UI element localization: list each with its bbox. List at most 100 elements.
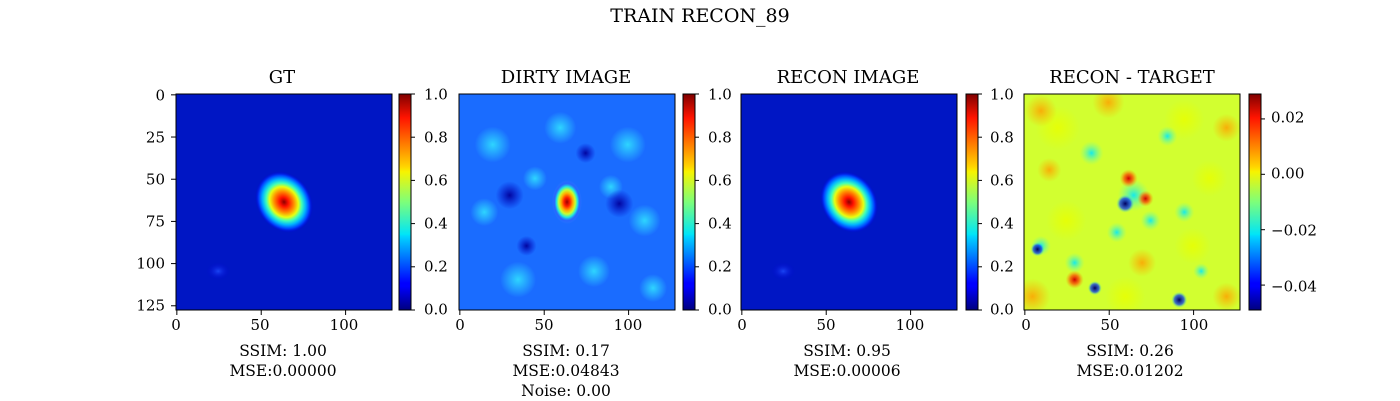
residual-low [1171, 291, 1188, 308]
colorbar-tick: 0.4 [424, 214, 448, 233]
colorbar-tick: 0.6 [424, 171, 448, 190]
residual-negative [1064, 252, 1085, 273]
residual-positive [1024, 94, 1057, 127]
residual-positive [1046, 200, 1087, 241]
sidelobe-bright [544, 111, 577, 144]
panel-title-diff: RECON - TARGET [1049, 67, 1215, 88]
residual-negative [1079, 141, 1104, 166]
mse-label: MSE:0.00000 [229, 362, 337, 380]
sidelobe-bright [470, 198, 499, 227]
panel-title-recon: RECON IMAGE [776, 67, 920, 88]
heatmap-image [459, 94, 675, 310]
residual-low [1116, 194, 1135, 213]
ssim-label: SSIM: 0.26 [1086, 342, 1174, 360]
y-tick: 125 [136, 296, 165, 315]
sidelobe-dark [516, 235, 537, 256]
colorbar-tick: 1.0 [990, 85, 1014, 104]
x-tick: 50 [250, 316, 270, 334]
colorbar-tick: 1.0 [708, 85, 732, 104]
colorbar [682, 93, 696, 311]
colorbar-tick: 0.2 [708, 257, 732, 276]
y-tick: 25 [145, 128, 165, 147]
residual-negative [1193, 263, 1210, 280]
residual-positive [1212, 282, 1240, 310]
colorbar-tick: 0.4 [708, 214, 732, 233]
panel-title-dirty: DIRTY IMAGE [500, 67, 632, 88]
residual-hotspot [1137, 190, 1154, 207]
colorbar-tick: 0.2 [990, 257, 1014, 276]
x-tick: 50 [816, 316, 836, 334]
colorbar-tick: 0.2 [424, 257, 448, 276]
axes-frame [1023, 93, 1241, 311]
mse-label: MSE:0.00006 [793, 362, 901, 380]
colorbar-tick: 0.0 [990, 300, 1014, 319]
colorbar-tick: 0.02 [1271, 108, 1305, 127]
residual-negative [1140, 210, 1161, 231]
colorbar [965, 93, 979, 311]
x-tick: 100 [613, 316, 643, 334]
colorbar-tick: 0.8 [708, 128, 732, 147]
residual-positive [1212, 113, 1240, 142]
x-tick: 100 [329, 316, 359, 334]
axes-frame [740, 93, 958, 311]
sidelobe-dark [495, 181, 524, 210]
sidelobe-bright [522, 166, 547, 191]
residual-low [1087, 281, 1102, 296]
metrics-caption-diff: SSIM: 0.26 MSE:0.01202 [1010, 341, 1250, 381]
residual-hotspot [1119, 169, 1138, 188]
sidelobe-dark [575, 143, 596, 164]
heatmap-image [1024, 94, 1240, 310]
x-tick: 0 [737, 316, 747, 334]
source-blob [820, 171, 878, 233]
residual-positive [1105, 276, 1146, 310]
sidelobe-bright [500, 261, 537, 298]
colorbar-tick: −0.04 [1271, 277, 1317, 296]
metrics-caption-gt: SSIM: 1.00 MSE:0.00000 [163, 341, 403, 381]
heatmap-image [741, 94, 957, 310]
source-blob [552, 180, 582, 224]
x-tick: 50 [534, 316, 554, 334]
y-tick: 50 [145, 170, 165, 189]
ssim-label: SSIM: 0.95 [803, 342, 891, 360]
sidelobe-dark [605, 189, 634, 218]
colorbar-tick: 0.0 [424, 300, 448, 319]
metrics-caption-recon: SSIM: 0.95 MSE:0.00006 [727, 341, 967, 381]
y-tick: 75 [145, 212, 165, 231]
residual-negative [1106, 222, 1127, 243]
colorbar-tick: 0.6 [990, 171, 1014, 190]
residual-positive [1092, 94, 1125, 119]
colorbar-tick: −0.02 [1271, 221, 1317, 240]
x-tick: 100 [895, 316, 925, 334]
sidelobe-bright [639, 274, 668, 303]
axes-frame [458, 93, 676, 311]
x-tick: 0 [171, 316, 181, 334]
colorbar-tick: 0.0 [708, 300, 732, 319]
residual-hotspot [1065, 270, 1084, 289]
mse-label: MSE:0.04843 [512, 362, 620, 380]
residual-positive [1037, 157, 1062, 182]
colorbar-tick: 0.00 [1271, 164, 1305, 183]
residual-negative [1174, 202, 1195, 223]
figure-title: TRAIN RECON_89 [610, 5, 790, 27]
sidelobe-bright [474, 126, 511, 163]
source-blob [255, 171, 313, 233]
ssim-label: SSIM: 0.17 [522, 342, 610, 360]
colorbar-tick: 1.0 [424, 85, 448, 104]
colorbar-tick: 0.8 [990, 128, 1014, 147]
colorbar [398, 93, 412, 311]
residual-low [1030, 242, 1045, 257]
heatmap-image [176, 94, 392, 310]
panel-title-gt: GT [268, 67, 296, 88]
y-tick: 0 [155, 86, 165, 105]
colorbar-tick: 0.6 [708, 171, 732, 190]
colorbar-tick: 0.8 [424, 128, 448, 147]
ssim-label: SSIM: 1.00 [239, 342, 327, 360]
residual-negative [1157, 126, 1178, 147]
sidelobe-bright [628, 204, 661, 237]
x-tick: 50 [1100, 316, 1120, 334]
faint-source [771, 262, 796, 281]
colorbar-tick: 0.4 [990, 214, 1014, 233]
residual-positive [1174, 227, 1211, 264]
residual-positive [1128, 248, 1157, 277]
